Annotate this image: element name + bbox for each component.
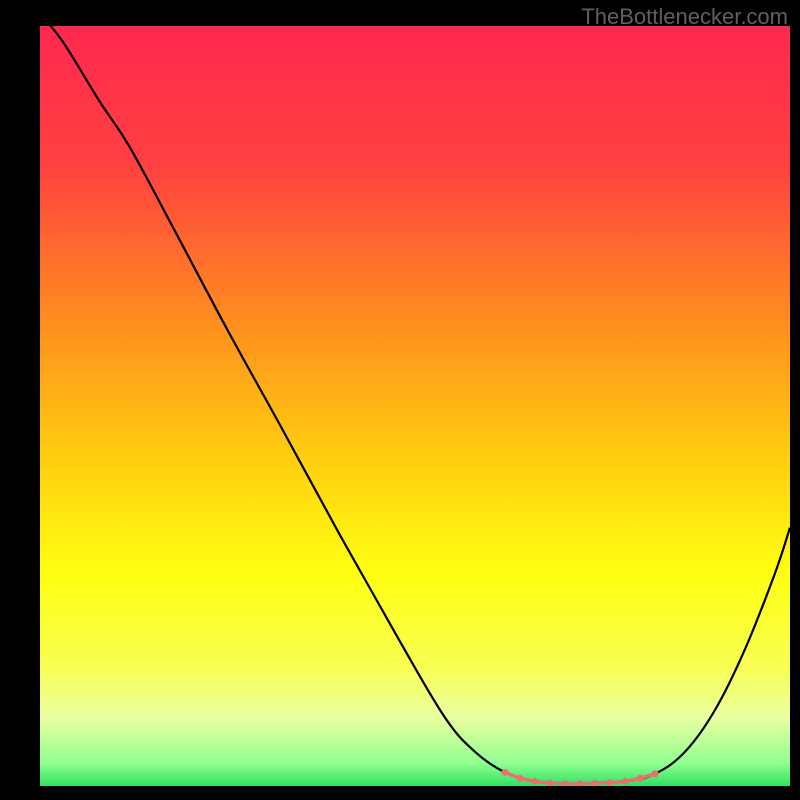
trough-marker: [637, 775, 644, 782]
trough-marker: [517, 775, 524, 782]
trough-marker: [652, 770, 659, 777]
trough-marker: [607, 779, 614, 786]
gradient-background: [40, 26, 790, 786]
trough-marker: [532, 778, 539, 785]
bottleneck-chart: [40, 26, 790, 786]
trough-marker: [502, 769, 509, 776]
watermark-text: TheBottlenecker.com: [581, 4, 788, 30]
plot-area: [40, 26, 790, 786]
trough-marker: [622, 778, 629, 785]
